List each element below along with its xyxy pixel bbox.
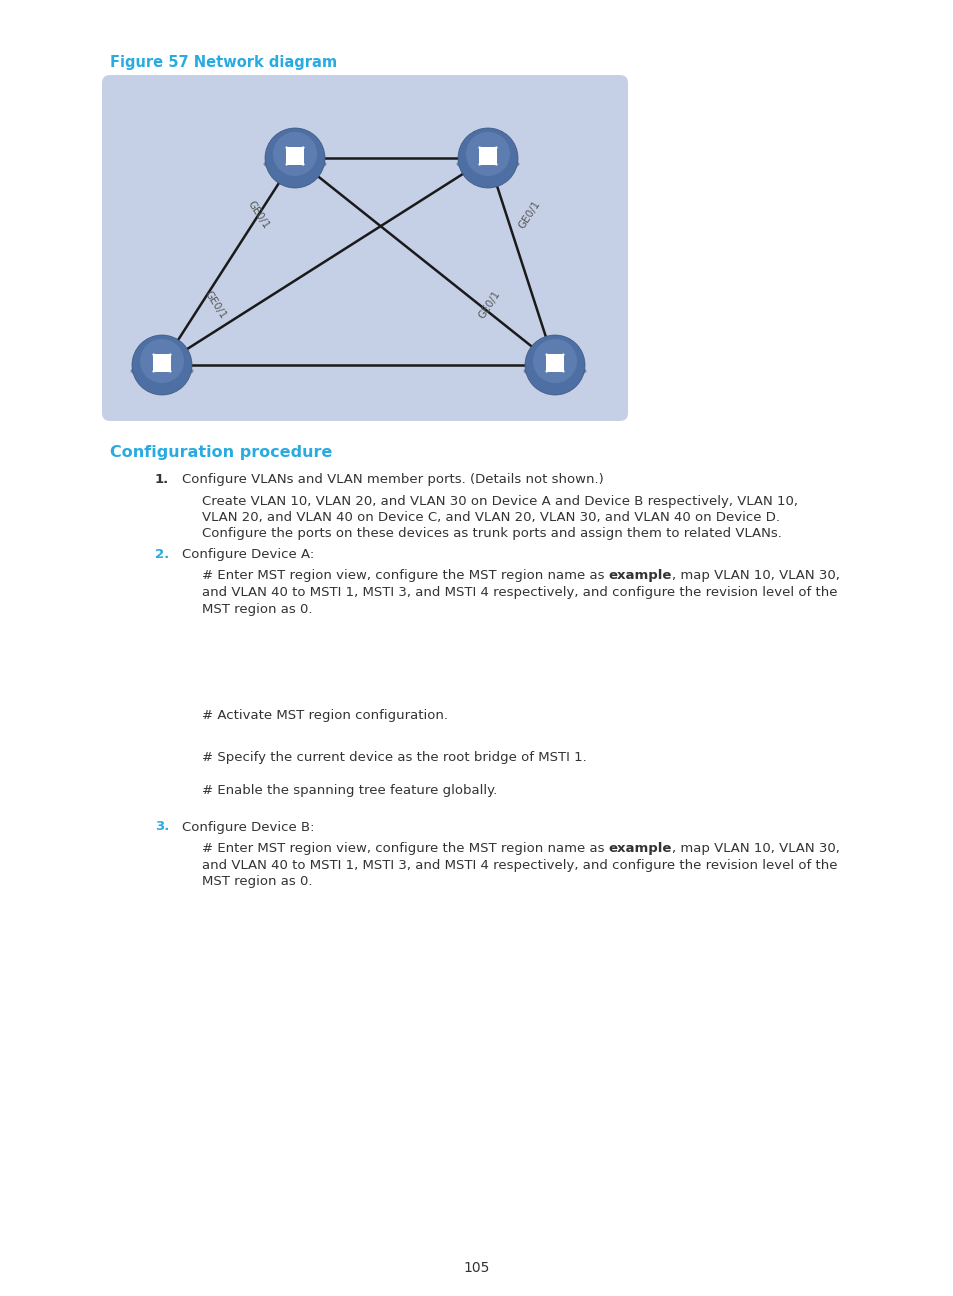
- Text: GE0/1: GE0/1: [517, 200, 542, 231]
- Text: , map VLAN 10, VLAN 30,: , map VLAN 10, VLAN 30,: [672, 569, 840, 582]
- Text: GE0/1: GE0/1: [476, 289, 502, 321]
- Text: # Enter MST region view, configure the MST region name as: # Enter MST region view, configure the M…: [202, 842, 608, 855]
- FancyBboxPatch shape: [102, 75, 627, 421]
- Text: and VLAN 40 to MSTI 1, MSTI 3, and MSTI 4 respectively, and configure the revisi: and VLAN 40 to MSTI 1, MSTI 3, and MSTI …: [202, 586, 837, 599]
- Circle shape: [524, 334, 584, 395]
- Ellipse shape: [131, 364, 193, 378]
- Text: Figure 57 Network diagram: Figure 57 Network diagram: [110, 54, 336, 70]
- FancyBboxPatch shape: [545, 354, 563, 372]
- Circle shape: [265, 128, 325, 188]
- Circle shape: [533, 340, 577, 384]
- Circle shape: [132, 334, 192, 395]
- Text: # Activate MST region configuration.: # Activate MST region configuration.: [202, 709, 448, 722]
- Circle shape: [273, 132, 316, 176]
- Text: Configure Device A:: Configure Device A:: [182, 548, 314, 561]
- Text: example: example: [608, 569, 672, 582]
- Text: 3.: 3.: [154, 820, 170, 833]
- FancyBboxPatch shape: [152, 354, 171, 372]
- Text: # Enter MST region view, configure the MST region name as: # Enter MST region view, configure the M…: [202, 569, 608, 582]
- Text: MST region as 0.: MST region as 0.: [202, 875, 313, 888]
- Ellipse shape: [263, 157, 326, 171]
- Text: GE0/1: GE0/1: [245, 200, 271, 231]
- Ellipse shape: [456, 157, 519, 171]
- Text: , map VLAN 10, VLAN 30,: , map VLAN 10, VLAN 30,: [672, 842, 840, 855]
- Text: Configuration procedure: Configuration procedure: [110, 445, 332, 460]
- Text: VLAN 20, and VLAN 40 on Device C, and VLAN 20, VLAN 30, and VLAN 40 on Device D.: VLAN 20, and VLAN 40 on Device C, and VL…: [202, 511, 780, 524]
- Circle shape: [457, 128, 517, 188]
- Text: MST region as 0.: MST region as 0.: [202, 603, 313, 616]
- Ellipse shape: [523, 364, 586, 378]
- Text: # Enable the spanning tree feature globally.: # Enable the spanning tree feature globa…: [202, 784, 497, 797]
- Text: Configure VLANs and VLAN member ports. (Details not shown.): Configure VLANs and VLAN member ports. (…: [182, 473, 603, 486]
- Circle shape: [140, 340, 184, 384]
- Text: 2.: 2.: [154, 548, 169, 561]
- FancyBboxPatch shape: [478, 146, 497, 165]
- FancyBboxPatch shape: [286, 146, 304, 165]
- Text: 105: 105: [463, 1261, 490, 1275]
- Text: GE0/1: GE0/1: [202, 289, 228, 321]
- Text: Configure Device B:: Configure Device B:: [182, 820, 314, 833]
- Text: Configure the ports on these devices as trunk ports and assign them to related V: Configure the ports on these devices as …: [202, 527, 781, 540]
- Text: and VLAN 40 to MSTI 1, MSTI 3, and MSTI 4 respectively, and configure the revisi: and VLAN 40 to MSTI 1, MSTI 3, and MSTI …: [202, 858, 837, 871]
- Text: 1.: 1.: [154, 473, 169, 486]
- Text: # Specify the current device as the root bridge of MSTI 1.: # Specify the current device as the root…: [202, 752, 586, 765]
- Text: example: example: [608, 842, 672, 855]
- Text: Create VLAN 10, VLAN 20, and VLAN 30 on Device A and Device B respectively, VLAN: Create VLAN 10, VLAN 20, and VLAN 30 on …: [202, 495, 797, 508]
- Circle shape: [465, 132, 510, 176]
